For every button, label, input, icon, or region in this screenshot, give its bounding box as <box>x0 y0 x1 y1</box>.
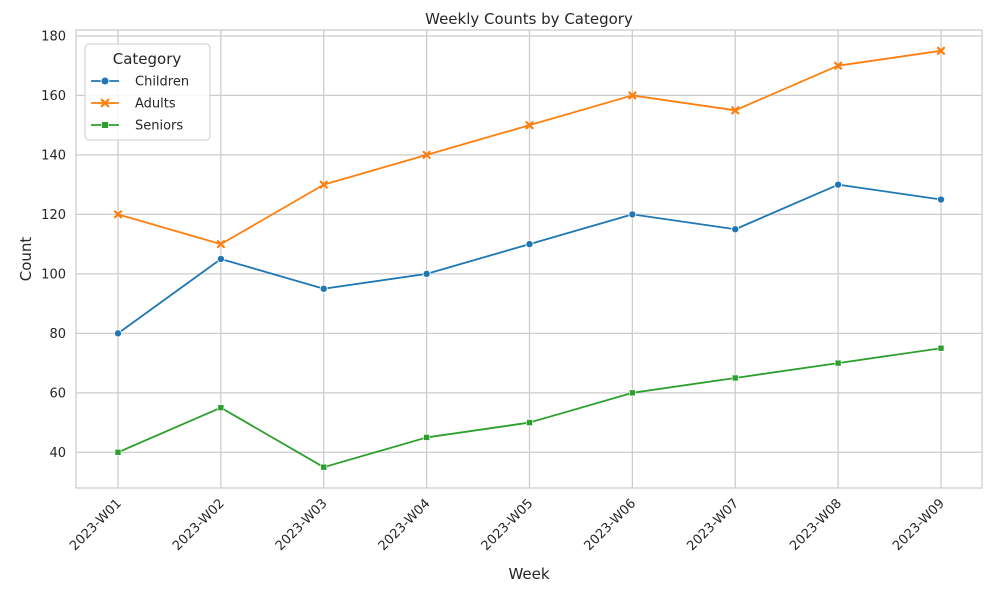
legend: Category Children Adults Seniors <box>84 43 211 141</box>
legend-marker-seniors <box>101 121 109 129</box>
series-layer <box>113 46 946 471</box>
legend-item-adults: Adults <box>91 97 176 112</box>
y-tick-label: 140 <box>41 148 66 163</box>
legend-items: Children Adults Seniors <box>91 75 189 134</box>
plot-frame <box>75 29 983 489</box>
data-point-seniors <box>320 463 328 471</box>
legend-label-adults: Adults <box>135 97 176 112</box>
y-tick-label: 120 <box>41 208 66 223</box>
x-axis-label: Week <box>508 565 549 583</box>
data-point-seniors <box>629 389 636 397</box>
series-children <box>114 180 946 338</box>
data-point-adults <box>216 240 225 249</box>
data-point-adults <box>422 150 431 160</box>
legend-marker-adults <box>100 98 110 108</box>
data-point-adults <box>319 180 328 189</box>
y-tick-label: 160 <box>41 89 66 104</box>
data-point-adults <box>936 46 946 55</box>
data-point-children <box>422 269 431 278</box>
legend-title: Category <box>113 50 182 68</box>
data-point-seniors <box>731 374 739 382</box>
y-axis-label: Count <box>17 237 35 282</box>
data-point-adults <box>113 210 123 219</box>
data-point-children <box>525 240 534 249</box>
data-point-seniors <box>834 359 842 367</box>
legend-item-seniors: Seniors <box>91 119 183 134</box>
data-point-adults <box>731 106 740 115</box>
legend-box <box>84 43 211 141</box>
series-seniors <box>114 344 945 471</box>
data-point-seniors <box>217 404 225 412</box>
series-adults <box>113 46 946 249</box>
chart-title: Weekly Counts by Category <box>425 10 633 28</box>
legend-item-children: Children <box>91 75 189 90</box>
data-point-children <box>937 195 946 204</box>
y-tick-label: 100 <box>41 267 66 282</box>
data-point-seniors <box>114 449 122 456</box>
data-point-children <box>319 284 328 293</box>
data-point-children <box>114 329 123 338</box>
legend-label-seniors: Seniors <box>135 119 183 134</box>
y-tick-label: 80 <box>49 327 66 342</box>
legend-label-children: Children <box>135 75 189 90</box>
data-point-children <box>731 225 740 234</box>
y-tick-label: 40 <box>49 446 66 461</box>
legend-marker-children <box>100 76 110 86</box>
y-tick-label: 60 <box>49 386 66 401</box>
data-point-children <box>628 210 637 219</box>
data-point-adults <box>834 61 843 70</box>
data-point-seniors <box>423 434 430 441</box>
data-point-seniors <box>937 344 945 352</box>
y-tick-label: 180 <box>41 29 66 44</box>
data-point-children <box>834 180 843 189</box>
data-point-children <box>216 254 225 263</box>
data-point-seniors <box>526 419 533 426</box>
data-point-adults <box>628 91 637 100</box>
data-point-adults <box>525 121 534 130</box>
